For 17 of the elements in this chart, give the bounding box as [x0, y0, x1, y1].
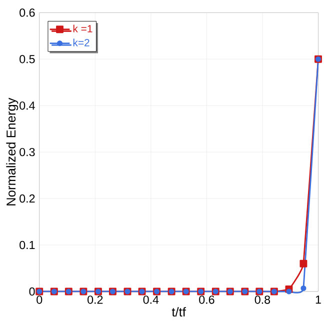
y-tick-label: 0.1 — [20, 241, 35, 250]
x-tick-label: 0.6 — [199, 296, 214, 304]
y-tick-label: 0.6 — [20, 8, 35, 17]
x-tick-label: 0.8 — [254, 296, 270, 304]
y-axis-title: Normalized Energy — [6, 98, 18, 206]
y-tick-label: 0 — [29, 288, 35, 296]
y-tick-label: 0.4 — [20, 102, 35, 110]
y-tick-label: 0.5 — [20, 55, 35, 64]
x-tick-label: 0.4 — [143, 296, 159, 304]
y-tick-label: 0.3 — [20, 148, 35, 156]
x-axis-title: t/tf — [172, 307, 186, 317]
legend-label: k=2 — [73, 38, 90, 46]
x-tick-label: 0 — [36, 296, 42, 304]
legend-label: k =1 — [73, 24, 92, 32]
x-tick-label: 0.2 — [88, 296, 103, 304]
x-tick-label: 1 — [316, 296, 321, 304]
y-tick-label: 0.2 — [20, 194, 35, 203]
